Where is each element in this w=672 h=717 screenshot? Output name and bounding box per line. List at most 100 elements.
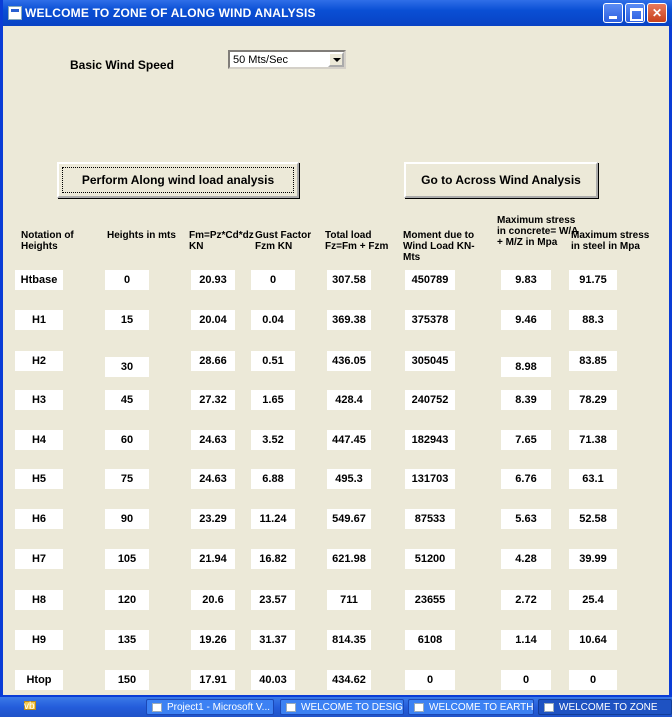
table-cell: 436.05 <box>327 351 371 371</box>
table-cell: 15 <box>105 310 149 330</box>
table-cell: 1.65 <box>251 390 295 410</box>
row-label: Htop <box>15 670 63 690</box>
app-icon[interactable] <box>8 6 22 20</box>
table-cell: 45 <box>105 390 149 410</box>
table-cell: 75 <box>105 469 149 489</box>
table-cell: 711 <box>327 590 371 610</box>
table-cell: 120 <box>105 590 149 610</box>
table-cell: 31.37 <box>251 630 295 650</box>
column-header: Notation of Heights <box>21 230 74 252</box>
table-cell: 5.63 <box>501 509 551 529</box>
wind-speed-label: Basic Wind Speed <box>70 58 174 72</box>
table-cell: 27.32 <box>191 390 235 410</box>
table-cell: 30 <box>105 357 149 377</box>
column-header: Gust Factor Fzm KN <box>255 230 312 252</box>
table-cell: 19.26 <box>191 630 235 650</box>
column-header: Maximum stress in steel in Mpa <box>571 230 650 252</box>
table-cell: 8.39 <box>501 390 551 410</box>
table-cell: 10.64 <box>569 630 617 650</box>
table-cell: 28.66 <box>191 351 235 371</box>
table-cell: 4.28 <box>501 549 551 569</box>
table-cell: 51200 <box>405 549 455 569</box>
table-cell: 814.35 <box>327 630 371 650</box>
table-cell: 9.46 <box>501 310 551 330</box>
row-label: H1 <box>15 310 63 330</box>
table-cell: 7.65 <box>501 430 551 450</box>
table-cell: 17.91 <box>191 670 235 690</box>
taskbar-item-vb[interactable]: vb <box>24 701 36 712</box>
table-cell: 2.72 <box>501 590 551 610</box>
table-cell: 8.98 <box>501 357 551 377</box>
table-cell: 495.3 <box>327 469 371 489</box>
wind-speed-select[interactable]: 50 Mts/Sec <box>228 50 346 69</box>
table-cell: 39.99 <box>569 549 617 569</box>
table-cell: 20.04 <box>191 310 235 330</box>
column-header: Moment due to Wind Load KN-Mts <box>403 230 475 263</box>
window-title: WELCOME TO ZONE OF ALONG WIND ANALYSIS <box>25 6 316 20</box>
table-cell: 375378 <box>405 310 455 330</box>
table-cell: 447.45 <box>327 430 371 450</box>
across-wind-button[interactable]: Go to Across Wind Analysis <box>404 162 598 198</box>
row-label: H2 <box>15 351 63 371</box>
table-cell: 428.4 <box>327 390 371 410</box>
column-header: Heights in mts <box>107 230 176 241</box>
form-icon <box>286 703 296 712</box>
table-cell: 11.24 <box>251 509 295 529</box>
taskbar-item-project1[interactable]: Project1 - Microsoft V... <box>146 699 274 715</box>
close-button[interactable]: ✕ <box>647 3 667 23</box>
table-cell: 16.82 <box>251 549 295 569</box>
row-label: H9 <box>15 630 63 650</box>
table-cell: 20.6 <box>191 590 235 610</box>
table-cell: 6108 <box>405 630 455 650</box>
table-cell: 78.29 <box>569 390 617 410</box>
table-cell: 150 <box>105 670 149 690</box>
window-bottom-border <box>3 695 672 697</box>
row-label: H7 <box>15 549 63 569</box>
table-cell: 0 <box>105 270 149 290</box>
table-cell: 6.76 <box>501 469 551 489</box>
taskbar-item-design[interactable]: WELCOME TO DESIG... <box>280 699 404 715</box>
table-cell: 105 <box>105 549 149 569</box>
column-header: Fm=Pz*Cd*dz KN <box>189 230 254 252</box>
table-cell: 90 <box>105 509 149 529</box>
table-cell: 9.83 <box>501 270 551 290</box>
table-cell: 87533 <box>405 509 455 529</box>
chevron-down-icon[interactable] <box>328 52 344 67</box>
table-cell: 91.75 <box>569 270 617 290</box>
table-cell: 434.62 <box>327 670 371 690</box>
table-cell: 24.63 <box>191 469 235 489</box>
form-icon <box>544 703 554 712</box>
table-cell: 1.14 <box>501 630 551 650</box>
table-cell: 131703 <box>405 469 455 489</box>
taskbar-item-earth[interactable]: WELCOME TO EARTH... <box>408 699 534 715</box>
column-header: Maximum stress in concrete= W/A + M/Z in… <box>497 215 579 248</box>
taskbar-item-zone[interactable]: WELCOME TO ZONE <box>538 699 672 715</box>
folder-icon <box>24 701 36 710</box>
table-cell: 0 <box>501 670 551 690</box>
row-label: H3 <box>15 390 63 410</box>
table-cell: 135 <box>105 630 149 650</box>
table-cell: 0 <box>569 670 617 690</box>
table-cell: 23.57 <box>251 590 295 610</box>
table-cell: 40.03 <box>251 670 295 690</box>
maximize-button[interactable] <box>625 3 645 23</box>
minimize-button[interactable] <box>603 3 623 23</box>
perform-analysis-button[interactable]: Perform Along wind load analysis <box>57 162 299 198</box>
table-cell: 621.98 <box>327 549 371 569</box>
vb-icon <box>152 703 162 712</box>
table-cell: 52.58 <box>569 509 617 529</box>
table-cell: 549.67 <box>327 509 371 529</box>
table-cell: 450789 <box>405 270 455 290</box>
form-icon <box>414 703 424 712</box>
table-cell: 23.29 <box>191 509 235 529</box>
table-cell: 0.51 <box>251 351 295 371</box>
table-cell: 369.38 <box>327 310 371 330</box>
row-label: H4 <box>15 430 63 450</box>
column-header: Total load Fz=Fm + Fzm <box>325 230 389 252</box>
title-bar[interactable]: WELCOME TO ZONE OF ALONG WIND ANALYSIS ✕ <box>3 0 672 26</box>
table-cell: 71.38 <box>569 430 617 450</box>
table-cell: 23655 <box>405 590 455 610</box>
table-cell: 305045 <box>405 351 455 371</box>
table-cell: 63.1 <box>569 469 617 489</box>
table-cell: 6.88 <box>251 469 295 489</box>
